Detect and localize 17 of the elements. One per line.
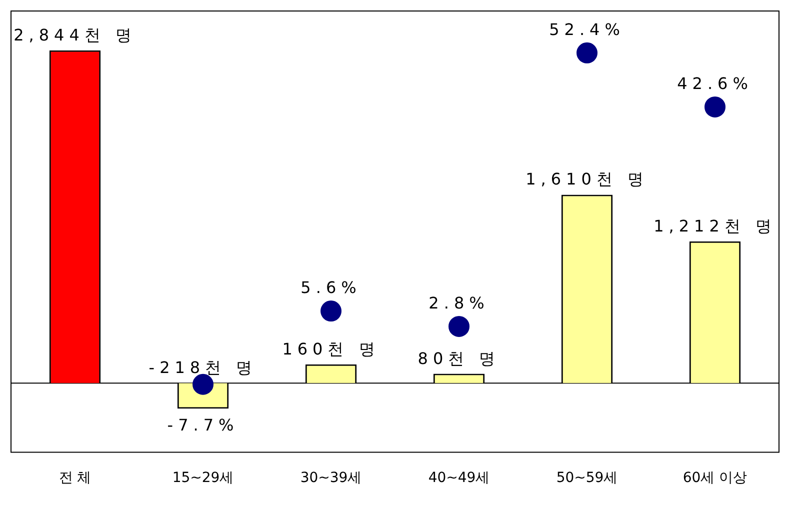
- data-label: -7.7%: [167, 415, 239, 434]
- data-label: 1,610천 명: [526, 170, 648, 189]
- data-label: 42.6%: [677, 74, 753, 93]
- data-label: 80천 명: [418, 348, 500, 368]
- data-label: 2,844천 명: [14, 25, 136, 44]
- x-tick-label: 60세 이상: [682, 470, 748, 486]
- x-tick-label: 40~49세: [428, 470, 490, 486]
- data-label: 1,212천 명: [654, 216, 776, 236]
- x-tick-label: 30~39세: [300, 470, 362, 486]
- x-tick-label: 15~29세: [172, 470, 234, 486]
- x-tick-label: 50~59세: [556, 470, 618, 486]
- data-label: 2.8%: [428, 293, 490, 312]
- data-label: -218천 명: [148, 358, 258, 378]
- data-label: 5.6%: [300, 278, 362, 298]
- x-tick-label: 전 체: [58, 470, 92, 486]
- data-label: 52.4%: [549, 20, 625, 39]
- data-label: 160천 명: [282, 339, 380, 358]
